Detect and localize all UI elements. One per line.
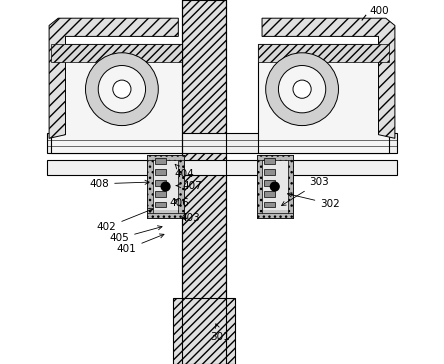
Bar: [261, 159, 289, 210]
Bar: [147, 155, 184, 218]
Text: 301: 301: [210, 324, 230, 342]
Text: 407: 407: [176, 181, 202, 191]
FancyBboxPatch shape: [258, 44, 389, 153]
Bar: [288, 155, 293, 218]
Bar: [182, 0, 226, 364]
Circle shape: [293, 80, 311, 98]
Bar: [147, 213, 184, 218]
Bar: [47, 133, 397, 153]
Text: 405: 405: [109, 226, 162, 244]
Bar: [147, 155, 153, 218]
Bar: [264, 169, 275, 175]
Bar: [47, 160, 397, 175]
Bar: [147, 155, 184, 160]
Bar: [257, 155, 262, 218]
Bar: [155, 158, 166, 164]
Text: 402: 402: [97, 209, 153, 233]
Bar: [51, 44, 182, 62]
Bar: [264, 191, 275, 197]
Text: 302: 302: [288, 193, 340, 209]
Text: 404: 404: [174, 164, 194, 179]
Bar: [182, 0, 226, 364]
Bar: [155, 202, 166, 207]
Text: 303: 303: [281, 177, 329, 206]
Bar: [258, 44, 389, 62]
Bar: [173, 298, 235, 364]
Bar: [264, 158, 275, 164]
FancyBboxPatch shape: [51, 44, 182, 153]
Text: 408: 408: [89, 179, 149, 189]
Bar: [257, 213, 293, 218]
Circle shape: [161, 182, 170, 191]
Circle shape: [113, 80, 131, 98]
Bar: [178, 155, 184, 218]
Text: 403: 403: [180, 213, 200, 223]
Text: 400: 400: [369, 6, 389, 16]
Bar: [155, 180, 166, 186]
Bar: [155, 191, 166, 197]
Text: 406: 406: [169, 198, 189, 208]
Bar: [257, 155, 293, 160]
Bar: [264, 180, 275, 186]
Bar: [257, 155, 293, 218]
Bar: [264, 202, 275, 207]
Circle shape: [270, 182, 279, 191]
PathPatch shape: [49, 18, 178, 138]
Bar: [152, 159, 179, 210]
Text: 401: 401: [117, 234, 164, 254]
PathPatch shape: [262, 18, 395, 138]
Bar: [155, 169, 166, 175]
